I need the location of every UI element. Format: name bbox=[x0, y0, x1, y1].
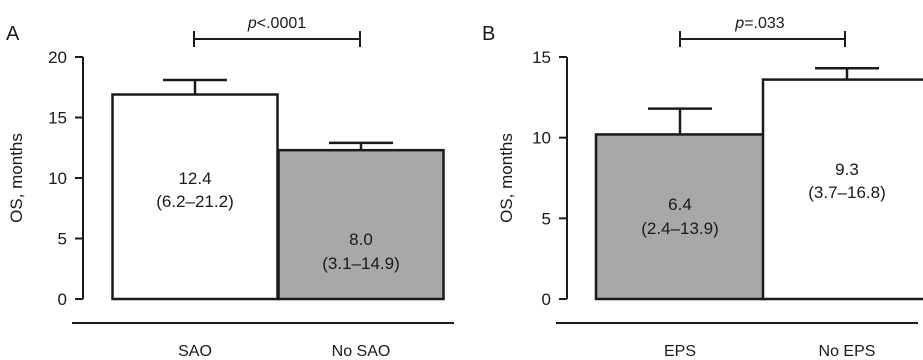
bar-median-label: 6.4 bbox=[668, 195, 692, 214]
bar bbox=[111, 93, 279, 301]
x-tick-label: No EPS bbox=[819, 343, 876, 360]
bar-range-label: (2.4–13.9) bbox=[641, 219, 719, 238]
y-tick-label: 15 bbox=[532, 48, 551, 67]
y-ticks: 0 5 10 15 20 bbox=[48, 48, 83, 309]
y-tick-label: 15 bbox=[48, 109, 67, 128]
bar-range-label: (3.7–16.8) bbox=[808, 183, 886, 202]
y-tick-label: 10 bbox=[532, 129, 551, 148]
panel-a: A OS, months p<.0001 0 5 10 15 20 SAO No SAO… bbox=[6, 15, 454, 360]
bar-range-label: (3.1–14.9) bbox=[322, 254, 400, 273]
significance-annotation: p=.033 bbox=[679, 15, 846, 47]
panel-letter: B bbox=[482, 23, 495, 45]
y-tick-label: 0 bbox=[542, 290, 551, 309]
bar bbox=[761, 78, 923, 301]
significance-annotation: p<.0001 bbox=[193, 15, 361, 47]
axes bbox=[556, 57, 918, 324]
y-tick-label: 0 bbox=[58, 290, 67, 309]
x-tick-label: EPS bbox=[664, 343, 696, 360]
bar-median-label: 9.3 bbox=[835, 160, 859, 179]
y-axis-label: OS, months bbox=[7, 133, 26, 223]
bar bbox=[277, 148, 445, 301]
significance-bracket bbox=[679, 31, 846, 47]
bar bbox=[594, 133, 766, 301]
y-tick-label: 20 bbox=[48, 48, 67, 67]
panel-b: B OS, months p=.033 0 5 10 15 EPS No EPS 6.… bbox=[482, 15, 923, 360]
y-tick-label: 10 bbox=[48, 169, 67, 188]
y-axis-label: OS, months bbox=[497, 133, 516, 223]
panel-letter: A bbox=[6, 23, 20, 45]
p-value-label: p=.033 bbox=[734, 15, 784, 32]
bars bbox=[594, 67, 923, 301]
y-tick-label: 5 bbox=[58, 230, 67, 249]
bar-range-label: (6.2–21.2) bbox=[156, 192, 234, 211]
bar-median-label: 12.4 bbox=[178, 169, 211, 188]
y-ticks: 0 5 10 15 bbox=[532, 48, 567, 309]
p-value-label: p<.0001 bbox=[247, 15, 306, 32]
bar-median-label: 8.0 bbox=[349, 230, 373, 249]
significance-bracket bbox=[193, 31, 361, 47]
x-tick-label: SAO bbox=[178, 343, 212, 360]
bars bbox=[111, 78, 445, 301]
x-tick-label: No SAO bbox=[332, 343, 391, 360]
y-tick-label: 5 bbox=[542, 209, 551, 228]
